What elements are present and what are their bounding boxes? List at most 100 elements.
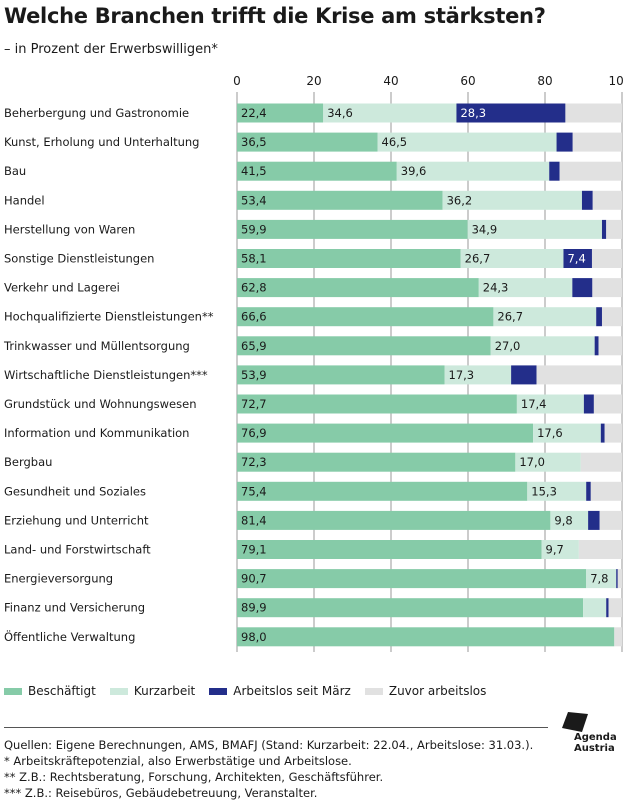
category-label: Handel (4, 193, 45, 207)
footnote-line: *** Z.B.: Reisebüros, Gebäudebetreuung, … (4, 786, 318, 800)
data-label: 34,6 (327, 106, 353, 120)
bar-segment (237, 394, 517, 414)
data-label: 15,3 (531, 484, 557, 498)
bar-segment (541, 540, 579, 559)
agenda-austria-logo (562, 712, 588, 732)
data-label: 53,9 (241, 368, 267, 382)
bar-segment (377, 132, 557, 152)
bar-segment (556, 132, 573, 152)
category-label: Sonstige Dienstleistungen (4, 252, 154, 266)
bar-segment (396, 161, 550, 181)
data-label: 89,9 (241, 601, 267, 615)
chart-title: Welche Branchen trifft die Krise am stär… (4, 4, 546, 28)
bar-segment (565, 103, 622, 123)
bar-segment (593, 394, 622, 414)
bar-segment (237, 481, 528, 501)
bar-segment (550, 510, 589, 530)
x-tick-label: 100 (609, 74, 623, 88)
category-label: Bau (4, 164, 26, 178)
data-label: 75,4 (241, 484, 267, 498)
category-label: Öffentliche Verwaltung (4, 628, 135, 644)
data-label: 58,1 (241, 252, 267, 266)
bar-segment (237, 365, 445, 385)
bar-segment (563, 249, 592, 268)
data-label: 66,6 (241, 310, 267, 324)
data-label: 98,0 (241, 630, 267, 644)
category-label: Verkehr und Lagerei (4, 281, 120, 295)
data-label: 59,9 (241, 222, 267, 236)
bar-segment (586, 569, 617, 589)
bar-segment (601, 219, 607, 239)
bar-segment (596, 307, 602, 327)
sources-notes: Quellen: Eigene Berechnungen, AMS, BMAFJ… (4, 737, 533, 801)
data-label: 36,5 (241, 135, 267, 149)
category-label: Hochqualifizierte Dienstleistungen** (4, 310, 214, 324)
x-tick-label: 20 (306, 74, 321, 88)
chart-subtitle: – in Prozent der Erwerbswilligen* (4, 42, 218, 57)
source-line: Quellen: Eigene Berechnungen, AMS, BMAFJ… (4, 738, 534, 752)
category-label: Gesundheit und Soziales (4, 484, 146, 498)
bar-segment (493, 307, 597, 327)
bar-segment (237, 569, 587, 589)
bar-segment (591, 249, 622, 268)
bar-segment (580, 452, 622, 472)
bar-segment (237, 627, 615, 647)
data-label: 24,3 (483, 281, 509, 295)
bar-segment (599, 510, 622, 530)
footer-divider (4, 727, 548, 728)
data-label: 72,7 (241, 397, 267, 411)
bar-segment (616, 569, 618, 589)
legend-label-arbeitslos: Arbeitslos seit März (233, 684, 351, 698)
data-label: 39,6 (401, 164, 427, 178)
bar-segment (594, 336, 599, 356)
data-label: 26,7 (497, 310, 523, 324)
legend-item-beschaeftigt: Beschäftigt (4, 684, 96, 698)
bar-segment (237, 336, 491, 356)
data-label: 22,4 (241, 106, 267, 120)
bar-segment (606, 219, 622, 239)
bar-segment (237, 219, 468, 239)
legend-item-zuvor: Zuvor arbeitslos (364, 684, 486, 698)
data-label: 81,4 (241, 513, 267, 527)
data-label: 41,5 (241, 164, 267, 178)
category-label: Energieversorgung (4, 572, 113, 586)
stacked-bar-chart: 0 20 40 60 80 100 Beherbergung und Gastronomie… (3, 74, 623, 652)
data-label: 28,3 (460, 106, 486, 120)
bar-segment (237, 190, 443, 210)
data-label: 79,1 (241, 543, 267, 557)
data-label: 17,0 (519, 455, 545, 469)
bar-segment (583, 598, 607, 618)
bar-segment (572, 132, 622, 152)
bar-segment (460, 249, 564, 268)
bar-segment (442, 190, 582, 210)
legend-swatch-kurzarbeit (109, 687, 128, 695)
bar-segment (592, 278, 622, 298)
category-label: Erziehung und Unterricht (4, 513, 149, 527)
data-label: 65,9 (241, 339, 267, 353)
bar-segment (608, 598, 622, 618)
legend-swatch-zuvor (364, 687, 383, 695)
bar-segment (617, 569, 622, 589)
bar-segment (583, 394, 594, 414)
category-label: Beherbergung und Gastronomie (4, 106, 189, 120)
bar-segment (237, 103, 324, 123)
category-label: Information und Kommunikation (4, 426, 189, 440)
legend-label-beschaeftigt: Beschäftigt (28, 684, 96, 698)
x-tick-label: 40 (383, 74, 398, 88)
bar-segment (614, 627, 622, 647)
category-label: Land- und Forstwirtschaft (4, 543, 151, 557)
bar-segment (598, 336, 622, 356)
bar-segment (581, 190, 593, 210)
bar-segment (600, 423, 605, 443)
category-label: Wirtschaftliche Dienstleistungen*** (4, 368, 208, 382)
x-tick-label: 0 (233, 74, 241, 88)
data-label: 36,2 (447, 193, 473, 207)
data-label: 46,5 (382, 135, 408, 149)
bar-segment (590, 481, 622, 501)
bar-segment (527, 481, 587, 501)
bar-segment (237, 132, 378, 152)
logo-text-line1: Agenda (574, 732, 617, 743)
category-label: Trinkwasser und Müllentsorgung (3, 339, 190, 353)
category-label: Kunst, Erholung und Unterhaltung (4, 135, 199, 149)
bar-segment (237, 452, 516, 472)
